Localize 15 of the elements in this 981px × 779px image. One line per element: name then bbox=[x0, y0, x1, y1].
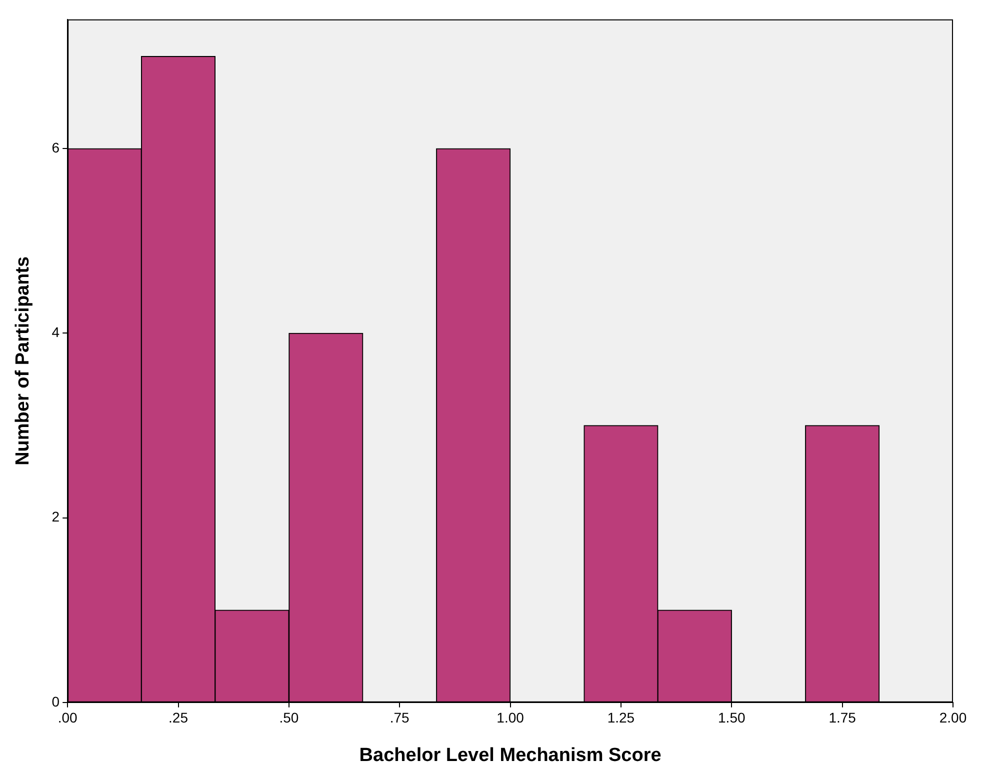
x-tick-label: .25 bbox=[168, 710, 188, 726]
y-tick-label: 2 bbox=[52, 508, 60, 525]
x-tick-label: .50 bbox=[279, 710, 299, 726]
y-tick-label: 4 bbox=[52, 324, 60, 340]
x-tick-label: .75 bbox=[390, 710, 410, 726]
x-tick-label: .00 bbox=[58, 710, 78, 726]
x-tick-label: 1.50 bbox=[718, 710, 746, 726]
x-tick-label: 1.00 bbox=[496, 710, 524, 726]
x-tick-label: 1.25 bbox=[607, 710, 635, 726]
x-axis-title: Bachelor Level Mechanism Score bbox=[359, 744, 662, 766]
x-tick-label: 1.75 bbox=[828, 710, 856, 726]
y-axis-title: Number of Participants bbox=[12, 256, 34, 466]
y-tick-label: 6 bbox=[52, 139, 60, 156]
y-tick-label: 0 bbox=[52, 693, 60, 710]
x-tick-label: 2.00 bbox=[939, 710, 967, 726]
